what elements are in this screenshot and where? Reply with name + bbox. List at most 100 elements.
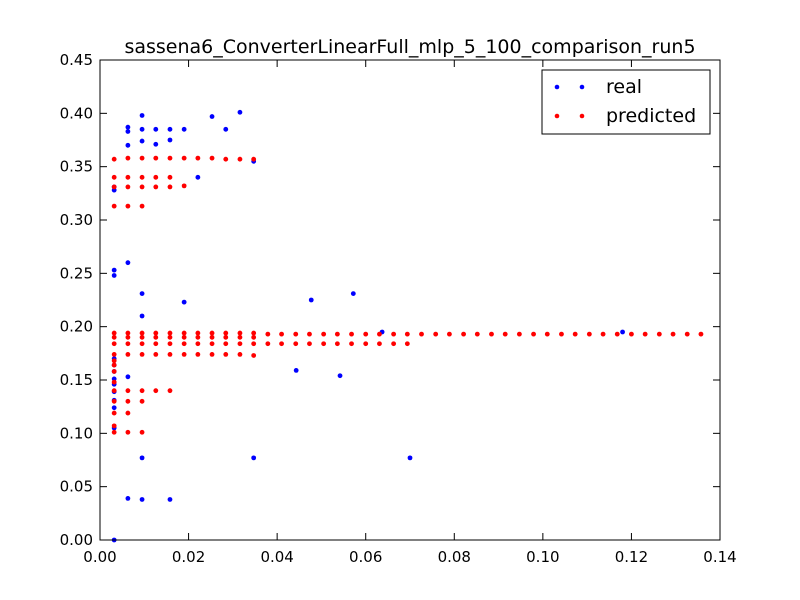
predicted-point [125,184,131,190]
predicted-point [111,352,117,357]
real-point [223,126,229,132]
predicted-point [433,331,439,337]
predicted-point [139,398,145,404]
predicted-point [544,331,550,337]
predicted-point [111,369,117,374]
x-tick-label: 0.08 [438,548,471,566]
predicted-point [167,388,173,394]
real-point [139,313,145,319]
predicted-point [167,334,173,340]
predicted-point [307,341,312,347]
x-tick-label: 0.06 [349,548,382,566]
predicted-point [111,410,117,416]
predicted-point [447,331,452,337]
predicted-point [237,334,243,340]
real-point [139,126,145,132]
y-tick-label: 0.20 [60,318,93,336]
y-tick-label: 0.15 [60,371,93,389]
predicted-point [125,334,131,340]
predicted-point [684,331,690,337]
real-point [251,455,257,461]
predicted-point [656,331,662,337]
predicted-point [293,341,299,347]
x-tick-label: 0.00 [83,548,116,566]
predicted-point [139,388,145,394]
predicted-point [334,331,340,337]
real-point [111,267,117,273]
predicted-point [139,352,145,357]
y-tick-label: 0.00 [60,531,93,549]
predicted-point [139,174,145,180]
predicted-point [153,184,159,190]
legend-predicted-marker [554,113,560,119]
predicted-point [111,330,117,336]
real-point [139,113,145,118]
predicted-point [111,379,117,385]
x-tick-label: 0.10 [526,548,559,566]
predicted-point [167,174,173,180]
predicted-point [251,330,257,336]
real-point [125,129,131,134]
predicted-point [279,331,284,337]
chart-title: sassena6_ConverterLinearFull_mlp_5_100_c… [124,36,695,58]
predicted-point [167,184,173,190]
predicted-point [139,341,145,347]
real-point [125,496,131,501]
real-point [337,373,343,379]
axis-tick-labels: 0.00 0.02 0.04 0.06 0.08 0.10 0.12 0.14 0.00 0.05… [60,51,737,566]
predicted-point [139,330,145,336]
series-predicted [111,155,704,435]
predicted-point [237,341,243,347]
predicted-point [586,331,592,337]
real-point [139,138,145,144]
real-point [153,126,159,132]
real-point [111,405,117,411]
y-tick-label: 0.45 [60,51,93,69]
predicted-point [139,334,145,340]
predicted-point [153,388,159,394]
real-point [167,497,173,502]
predicted-point [153,155,159,161]
predicted-point [629,331,634,337]
predicted-point [334,341,340,347]
predicted-point [125,388,131,394]
predicted-point [181,155,187,161]
predicted-point [181,183,187,189]
real-point [167,137,173,143]
real-point [195,174,201,180]
real-point [237,109,243,115]
predicted-point [391,341,397,347]
real-point [167,126,173,132]
real-point [181,126,187,132]
legend-box [541,69,711,135]
predicted-point [111,156,117,162]
predicted-point [307,331,312,337]
predicted-point [111,358,117,364]
predicted-point [279,341,284,347]
predicted-point [391,331,397,337]
real-point [139,497,145,502]
predicted-point [153,334,159,340]
predicted-point [502,331,508,337]
predicted-point [265,331,271,337]
predicted-point [237,352,243,357]
predicted-point [237,330,243,336]
legend-predicted-marker [579,113,585,119]
predicted-point [209,330,215,336]
legend: real predicted [541,69,711,135]
predicted-point [111,398,117,404]
predicted-point [251,341,257,347]
predicted-point [139,203,145,209]
predicted-point [111,334,117,340]
predicted-point [167,155,173,161]
predicted-point [209,155,215,161]
predicted-point [223,352,229,357]
predicted-point [139,155,145,161]
real-point [125,124,131,130]
legend-real-label: real [606,76,642,98]
predicted-point [223,156,229,162]
x-tick-label: 0.04 [260,548,293,566]
predicted-point [209,341,215,347]
y-tick-label: 0.40 [60,104,93,122]
real-point [125,260,131,266]
